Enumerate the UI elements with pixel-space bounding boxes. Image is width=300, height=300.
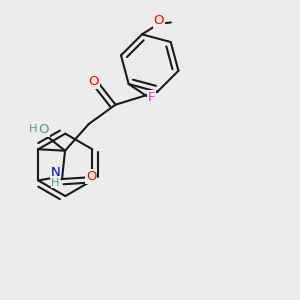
Text: O: O bbox=[154, 14, 164, 28]
Text: H: H bbox=[51, 178, 60, 188]
Text: O: O bbox=[38, 123, 49, 136]
Text: F: F bbox=[148, 91, 156, 104]
Text: N: N bbox=[51, 166, 60, 178]
Text: O: O bbox=[88, 75, 99, 88]
Text: O: O bbox=[86, 170, 96, 183]
Text: H: H bbox=[29, 124, 38, 134]
